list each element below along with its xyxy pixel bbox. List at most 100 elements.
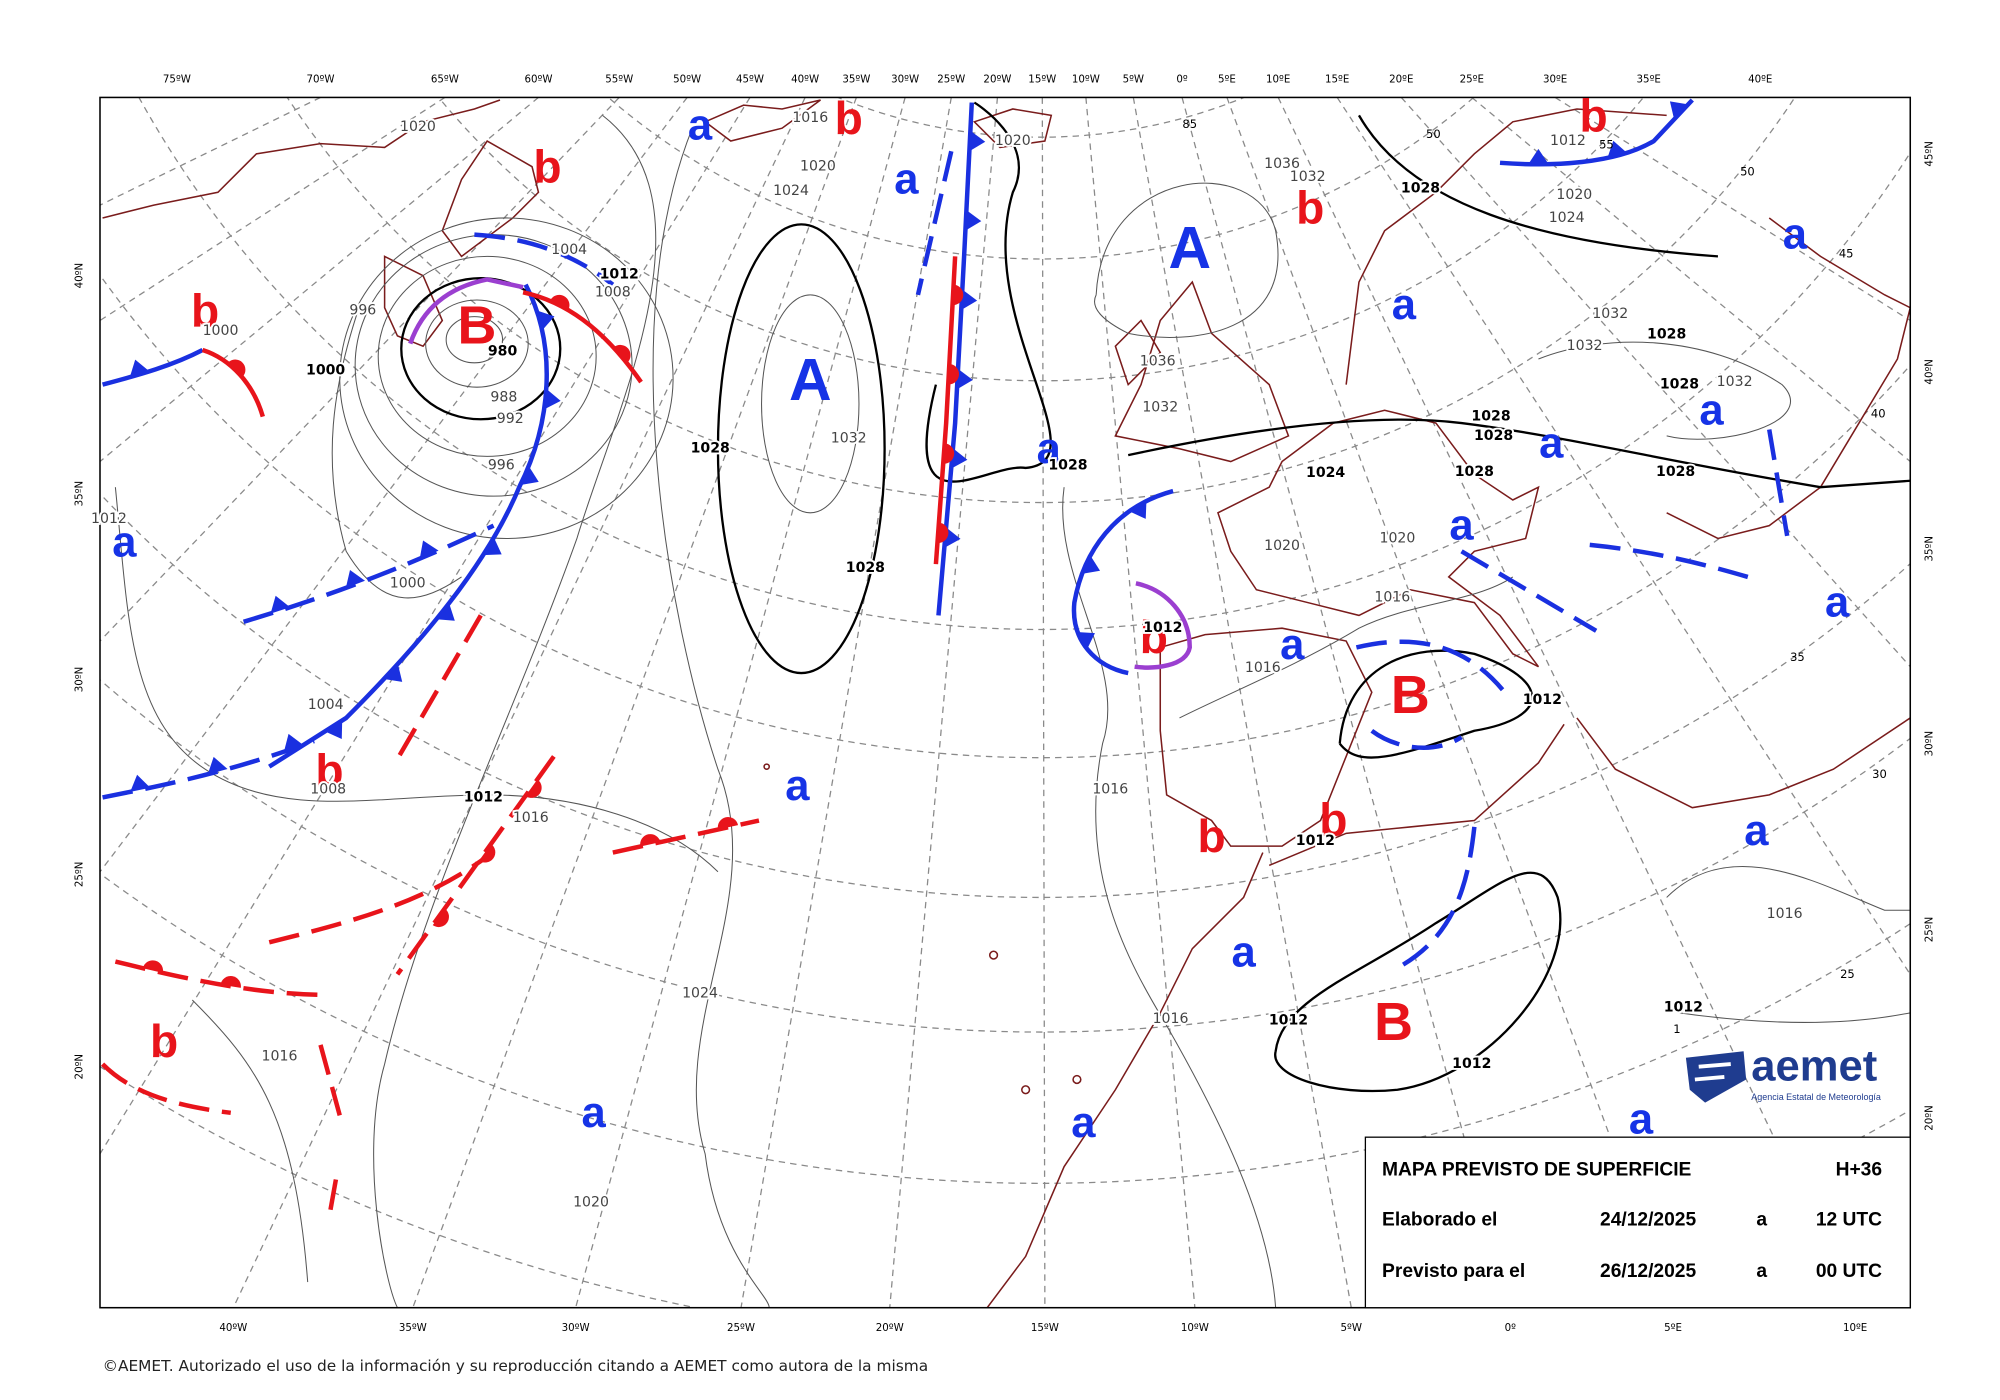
isobar-label: 1028 (1471, 409, 1510, 425)
pressure-system: a (1629, 1095, 1654, 1143)
aemet-logo: aemet Agencia Estatal de Meteorología (1685, 1043, 1881, 1103)
isobar-label: 1028 (691, 441, 730, 457)
top-longitude: 35ºE (1637, 73, 1661, 85)
right-latitude: 20ºN (1923, 1105, 1935, 1131)
cold-front-triangle (961, 289, 978, 310)
logo-name: aemet (1751, 1043, 1877, 1091)
top-longitude: 20ºW (983, 73, 1011, 85)
isobar-label: 1004 (308, 697, 344, 713)
cold-front-triangle (544, 388, 561, 410)
isobar-label: 1012 (1452, 1056, 1491, 1072)
pressure-system: a (581, 1089, 606, 1137)
right-latitude: 35ºN (1923, 536, 1935, 562)
info-box-frame (1364, 1136, 1911, 1309)
isobar-label: 1032 (1592, 306, 1628, 322)
grid-label: 50 (1740, 164, 1755, 178)
cold-front-triangle (419, 540, 439, 559)
cold-front-triangle (1528, 148, 1549, 165)
info-box: MAPA PREVISTO DE SUPERFICIE H+36 Elabora… (1364, 1136, 1911, 1309)
bottom-longitude: 10ºW (1181, 1322, 1209, 1334)
cold-front-triangle (956, 368, 973, 390)
warm-front-semicircle (937, 522, 949, 544)
isobar-label: 1032 (1142, 400, 1178, 416)
left-latitude: 20ºN (73, 1054, 85, 1080)
isobar-label: 1036 (1264, 156, 1300, 172)
coastlines (102, 99, 1911, 1308)
cold-front-triangle (1081, 555, 1101, 574)
cold-front-triangle (1076, 632, 1095, 650)
cold-front-triangle (129, 359, 150, 378)
isobar-label: 1020 (573, 1195, 609, 1211)
pressure-system: b (1197, 810, 1225, 862)
top-longitude: 5ºE (1218, 73, 1236, 85)
grid-label: 25 (1840, 967, 1855, 981)
bottom-longitude: 10ºE (1843, 1322, 1867, 1334)
grid-label: 50 (1426, 127, 1441, 141)
pressure-system: B (1391, 665, 1430, 725)
pressure-system: b (315, 745, 343, 797)
pressure-system: b (150, 1015, 178, 1067)
grid-label: 45 (1839, 246, 1854, 260)
isobar-label: 1020 (1264, 538, 1300, 554)
grid-label: 30 (1872, 767, 1887, 781)
isobar-label: 1028 (1455, 464, 1494, 480)
bottom-longitude: 40ºW (219, 1322, 247, 1334)
top-longitude: 60ºW (524, 73, 552, 85)
isobar-label: 1004 (551, 242, 587, 258)
pressure-system: b (1579, 89, 1607, 141)
isobar-label: 1024 (773, 183, 809, 199)
isobar-label: 1012 (1296, 833, 1335, 849)
isobar-label: 1016 (1767, 906, 1803, 922)
top-longitude: 40ºE (1748, 73, 1772, 85)
top-longitude: 40ºW (791, 73, 819, 85)
warm-front-semicircle (550, 294, 570, 310)
cold-front-triangle (969, 130, 986, 152)
right-latitude: 45ºN (1923, 141, 1935, 167)
left-latitude: 25ºN (73, 862, 85, 888)
cold-front-triangle (324, 720, 343, 739)
pressure-system: a (1449, 502, 1474, 550)
pressure-system: a (1280, 621, 1305, 669)
isobar-label: 1008 (310, 782, 346, 798)
pressure-system: B (457, 296, 496, 356)
isobar-label: 1016 (513, 810, 549, 826)
cold-front-triangle (536, 310, 555, 331)
cold-front-triangle (483, 537, 502, 556)
top-longitude: 45ºW (736, 73, 764, 85)
top-longitude: 30ºE (1543, 73, 1567, 85)
isobar-label: 1024 (1549, 210, 1585, 226)
isobar-label: 1016 (1153, 1011, 1189, 1027)
pressure-system: b (835, 92, 863, 144)
top-longitude: 55ºW (605, 73, 633, 85)
isobar-label: 1012 (1664, 1000, 1703, 1016)
map-frame (99, 96, 1912, 1309)
isobar-label: 996 (349, 302, 376, 318)
isobar-label: 1016 (792, 110, 828, 126)
grid-label: 1 (1673, 1022, 1680, 1036)
isobar-label: 988 (490, 389, 517, 405)
warm-front-semicircle (717, 817, 739, 830)
isobar-label: 1020 (400, 119, 436, 135)
bottom-longitude: 5ºW (1341, 1322, 1363, 1334)
pressure-system: a (1699, 386, 1724, 434)
pressure-system: b (533, 141, 561, 193)
left-latitude: 40ºN (73, 263, 85, 289)
right-latitude: 40ºN (1923, 359, 1935, 385)
pressure-system: a (894, 156, 919, 204)
isobar-label: 1000 (203, 323, 239, 339)
top-longitude: 5ºW (1123, 73, 1145, 85)
top-longitude: 20ºE (1389, 73, 1413, 85)
cold-front-triangle (1669, 101, 1689, 120)
pressure-system: a (1071, 1099, 1096, 1147)
warm-front-semicircle (525, 779, 542, 798)
isobar-label: 992 (497, 411, 524, 427)
isobar-label: 1012 (1550, 133, 1586, 149)
isobar-label: 1008 (595, 284, 631, 300)
grid-label: 55 (1599, 137, 1614, 151)
isobar-label: 1012 (600, 266, 639, 282)
copyright: ©AEMET. Autorizado el uso de la informac… (103, 1357, 929, 1375)
pressure-system: a (785, 762, 810, 810)
pressure-system: a (1783, 211, 1808, 259)
isobar-label: 1028 (846, 560, 885, 576)
right-latitude: 25ºN (1923, 917, 1935, 943)
